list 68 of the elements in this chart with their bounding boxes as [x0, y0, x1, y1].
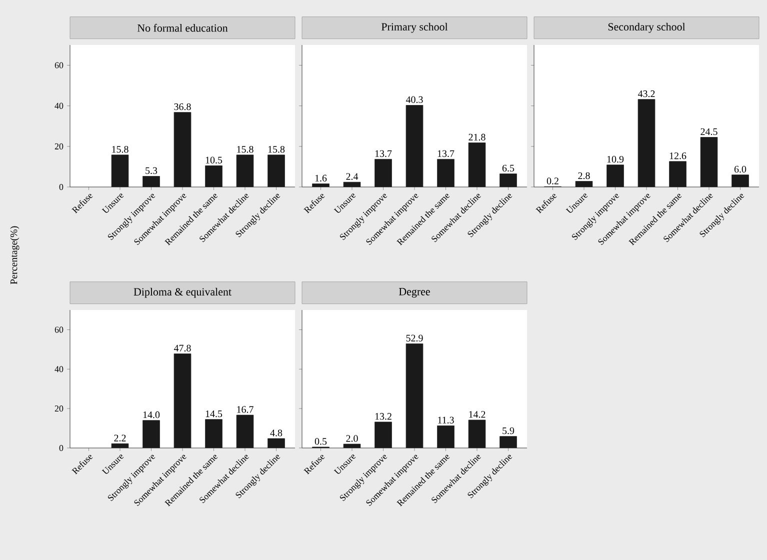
bar	[575, 181, 593, 187]
data-label: 2.2	[114, 434, 126, 442]
bar	[732, 174, 749, 187]
data-label: 4.8	[270, 430, 282, 436]
data-label: 52.9	[406, 334, 423, 342]
data-label: 2.8	[578, 172, 590, 180]
data-label: 5.9	[502, 427, 514, 434]
bar	[268, 154, 285, 187]
bar	[268, 438, 285, 448]
chart-title: Secondary school	[608, 22, 686, 33]
data-label: 21.8	[468, 134, 486, 141]
bar	[437, 426, 454, 448]
data-label: 14.5	[206, 410, 222, 418]
y-tick-label: 60	[54, 62, 64, 68]
data-label: 40.3	[406, 96, 423, 104]
data-label: 14.0	[143, 411, 160, 418]
bar	[236, 154, 254, 187]
bar	[468, 142, 486, 187]
data-label: 1.6	[315, 174, 327, 182]
data-label: 10.5	[206, 156, 222, 164]
data-label: 24.5	[700, 128, 718, 136]
data-label: 6.5	[502, 164, 514, 172]
data-label: 6.0	[734, 166, 746, 173]
data-label: 13.7	[375, 150, 392, 157]
bar	[500, 174, 517, 187]
data-label: 13.7	[438, 150, 454, 157]
data-label: 15.8	[237, 146, 254, 153]
bar	[205, 419, 222, 448]
data-label: 0.5	[314, 438, 327, 445]
bar	[500, 436, 517, 448]
bar	[142, 176, 160, 187]
data-label: 47.8	[174, 344, 191, 352]
bar	[468, 420, 486, 448]
data-label: 13.2	[375, 413, 392, 420]
bar	[374, 422, 392, 448]
chart-title: No formal education	[137, 24, 228, 32]
y-tick-label: 20	[54, 143, 64, 150]
y-tick-label: 0	[59, 184, 64, 190]
bar	[205, 165, 222, 187]
data-label: 15.8	[268, 146, 285, 153]
data-label: 2.4	[346, 173, 358, 180]
bar	[606, 164, 624, 187]
data-label: 14.2	[469, 411, 486, 418]
bar	[111, 154, 129, 187]
data-label: 10.9	[607, 156, 624, 163]
chart-title: Diploma & equivalent	[134, 288, 232, 298]
y-tick-label: 20	[54, 406, 64, 412]
bar	[700, 137, 718, 187]
data-label: 0.2	[546, 178, 558, 184]
bar	[111, 443, 129, 448]
chart-title: Primary school	[381, 22, 448, 33]
data-label: 15.8	[112, 146, 128, 153]
bar	[312, 184, 330, 187]
data-label: 43.2	[638, 90, 655, 98]
data-label: 16.7	[237, 406, 254, 413]
data-label: 2.0	[346, 435, 358, 442]
y-axis-title: Percentage(%)	[10, 226, 20, 284]
y-tick-label: 60	[54, 326, 64, 333]
data-label: 5.3	[146, 167, 158, 174]
y-tick-label: 40	[54, 102, 64, 109]
chart-title: Degree	[399, 288, 430, 298]
data-label: 36.8	[174, 103, 191, 110]
data-label: 12.6	[670, 152, 686, 160]
data-label: 11.3	[438, 416, 454, 424]
bar	[669, 161, 686, 187]
bar	[142, 420, 160, 448]
y-tick-label: 0	[59, 444, 64, 452]
y-tick-label: 40	[54, 366, 64, 372]
